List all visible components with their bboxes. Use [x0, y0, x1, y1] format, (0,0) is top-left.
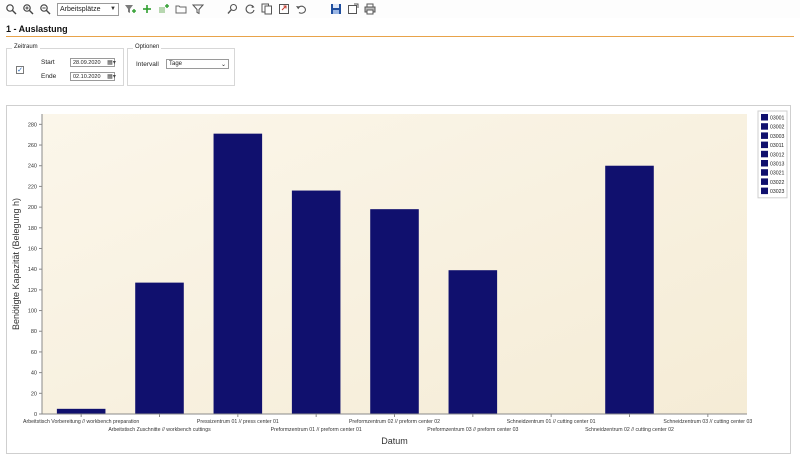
x-tick-label: Arbeitstisch Zuschnitte // workbench cut… — [108, 427, 211, 433]
legend-entry: 03001 — [770, 116, 785, 122]
legend: 03001 03002 03003 03011 03012 03013 03021 03022… — [757, 110, 788, 199]
y-tick-label: 20 — [31, 391, 37, 397]
interval-value: Tage — [169, 61, 183, 67]
legend-entry: 03022 — [770, 180, 785, 186]
bar — [213, 133, 263, 415]
new-window-icon[interactable] — [346, 2, 360, 16]
export-icon[interactable] — [277, 2, 291, 16]
legend-entry: 03012 — [770, 152, 785, 158]
x-tick-label: Schneidzentrum 02 // cutting center 02 — [585, 427, 674, 433]
y-tick-label: 280 — [28, 122, 37, 128]
legend-swatch — [761, 132, 768, 139]
toolbar: Arbeitsplätze ▼ — [0, 0, 800, 18]
legend-swatch — [761, 169, 768, 176]
legend-entry: 03021 — [770, 171, 785, 177]
calendar-icon[interactable]: ▦▾ — [107, 74, 116, 80]
x-axis: Arbeitstisch Vorbereitung // workbench p… — [23, 413, 752, 433]
title-divider — [6, 36, 794, 37]
capacity-chart: 0 20 40 60 80 100 120 140 160 180 200 220 240 260 280 … — [6, 105, 791, 454]
chevron-down-icon: ▼ — [110, 6, 116, 12]
chevron-down-icon: ⌄ — [220, 61, 226, 68]
optionen-group: Optionen Intervall Tage ⌄ — [127, 44, 235, 86]
y-tick-label: 240 — [28, 164, 37, 170]
calendar-icon[interactable]: ▦▾ — [107, 60, 116, 66]
legend-swatch — [761, 187, 768, 195]
end-date-input[interactable]: 02.10.2020 — [70, 72, 115, 81]
legend-entry: 03011 — [770, 143, 784, 149]
zeitraum-group: Zeitraum ✓ Start 28.09.2020 ▦▾ Ende 02.1… — [6, 44, 124, 86]
refresh-icon[interactable] — [243, 2, 257, 16]
y-axis-label: Benötigte Kapazität (Belegung h) — [11, 198, 21, 330]
end-date-value: 02.10.2020 — [73, 73, 101, 80]
zoom-out-icon[interactable] — [38, 2, 52, 16]
start-label: Start — [41, 59, 55, 66]
zeitraum-group-title: Zeitraum — [12, 44, 40, 50]
copy-icon[interactable] — [260, 2, 274, 16]
legend-swatch — [761, 114, 768, 121]
interval-select[interactable]: Tage ⌄ — [166, 59, 229, 69]
x-tick-label: Preformzentrum 01 // preform center 01 — [271, 427, 362, 433]
bar — [291, 190, 341, 414]
y-axis: 0 20 40 60 80 100 120 140 160 180 200 220 240 260 280 — [28, 114, 43, 418]
y-tick-label: 220 — [28, 184, 37, 190]
print-icon[interactable] — [363, 2, 377, 16]
end-label: Ende — [41, 73, 57, 80]
add-filter-icon[interactable] — [123, 2, 137, 16]
y-tick-label: 140 — [28, 267, 37, 273]
x-tick-label: Schneidzentrum 03 // cutting center 03 — [663, 419, 752, 425]
x-tick-label: Preformzentrum 03 // preform center 03 — [427, 427, 518, 433]
y-tick-label: 260 — [28, 143, 37, 149]
legend-entry: 03003 — [770, 134, 785, 140]
legend-entry: 03002 — [770, 125, 785, 131]
save-icon[interactable] — [329, 2, 343, 16]
legend-entry: 03013 — [770, 162, 785, 168]
bar — [605, 165, 654, 414]
filter-icon[interactable] — [191, 2, 205, 16]
resource-type-select[interactable]: Arbeitsplätze ▼ — [57, 2, 119, 16]
find-icon[interactable] — [226, 2, 240, 16]
bars — [56, 133, 654, 415]
add-item-icon[interactable] — [157, 2, 171, 16]
y-tick-label: 40 — [31, 371, 37, 377]
legend-swatch — [761, 150, 768, 158]
legend-swatch — [761, 123, 768, 130]
add-icon[interactable] — [140, 2, 154, 16]
x-axis-label: Datum — [381, 436, 408, 446]
bar — [370, 209, 419, 414]
y-tick-label: 200 — [28, 205, 37, 211]
undo-icon[interactable] — [294, 2, 308, 16]
y-tick-label: 60 — [31, 350, 37, 356]
y-tick-label: 180 — [28, 226, 37, 232]
y-tick-label: 80 — [31, 329, 37, 335]
page-title: 1 - Auslastung — [6, 24, 68, 34]
x-tick-label: Preformzentrum 02 // preform center 02 — [349, 419, 440, 425]
legend-swatch — [761, 178, 768, 185]
resource-type-value: Arbeitsplätze — [60, 5, 101, 13]
y-tick-label: 100 — [28, 309, 37, 315]
y-tick-label: 160 — [28, 246, 37, 252]
zoom-in-icon[interactable] — [21, 2, 35, 16]
search-icon[interactable] — [4, 2, 18, 16]
x-tick-label: Pressizentrum 01 // press center 01 — [197, 419, 279, 425]
chart-canvas: 020406080100120140160180200220240260280 … — [11, 110, 788, 446]
interval-label: Intervall — [136, 61, 159, 68]
y-tick-label: 120 — [28, 288, 37, 294]
legend-entry: 03023 — [770, 189, 785, 195]
x-tick-label: Arbeitstisch Vorbereitung // workbench p… — [23, 419, 139, 425]
y-tick-label: 0 — [34, 412, 37, 418]
start-date-value: 28.09.2020 — [73, 59, 101, 66]
date-range-checkbox[interactable]: ✓ — [16, 66, 24, 74]
folder-icon[interactable] — [174, 2, 188, 16]
bar — [135, 282, 184, 414]
legend-swatch — [761, 141, 768, 149]
legend-swatch — [761, 160, 768, 167]
bar — [56, 408, 106, 414]
start-date-input[interactable]: 28.09.2020 — [70, 58, 115, 67]
bar — [448, 270, 498, 414]
optionen-group-title: Optionen — [133, 44, 162, 50]
x-tick-label: Schneidzentrum 01 // cutting center 01 — [507, 419, 596, 425]
